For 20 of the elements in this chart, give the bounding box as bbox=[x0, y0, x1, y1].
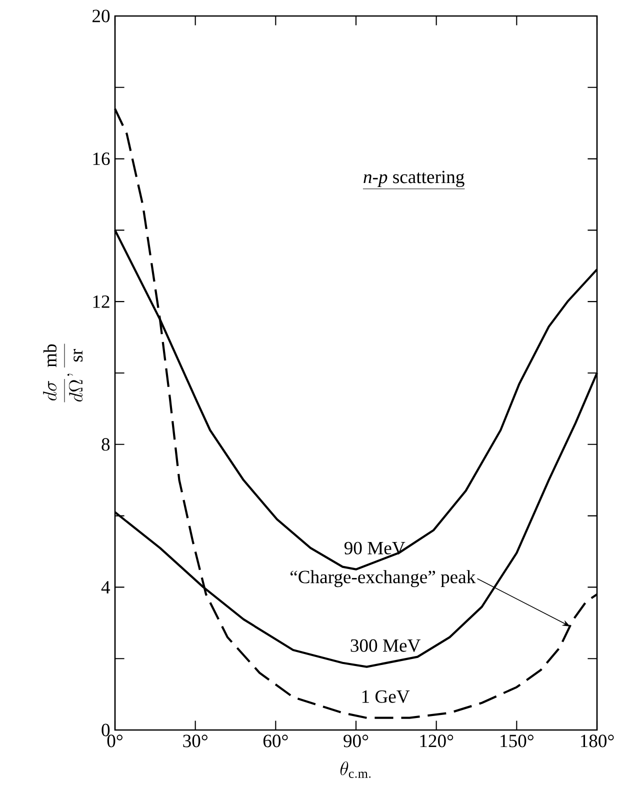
y-tick-label: 8 bbox=[102, 438, 110, 451]
series-label: 300 MeV bbox=[350, 639, 420, 652]
y-tick-label: 4 bbox=[101, 581, 110, 594]
series-label: 90 MeV bbox=[344, 542, 406, 554]
x-tick-label: 90° bbox=[344, 734, 368, 748]
y-tick-label: 0 bbox=[102, 724, 110, 736]
y-tick-label: 20 bbox=[92, 10, 110, 22]
x-tick-label: 150° bbox=[500, 734, 534, 748]
x-axis-title: $\theta_{\mathrm{c.m.}}$ bbox=[340, 762, 371, 778]
x-tick-label: 180° bbox=[580, 734, 614, 748]
x-tick-label: 120° bbox=[420, 734, 454, 748]
text: n-p scattering bbox=[364, 170, 464, 188]
annotation: “Charge-exchange” peak bbox=[290, 570, 476, 588]
y-tick-label: 16 bbox=[93, 152, 110, 166]
series-label: 1 GeV bbox=[362, 690, 410, 703]
x-tick-label: 0° bbox=[107, 734, 122, 748]
y-tick-label: 12 bbox=[93, 295, 110, 308]
x-tick-label: 60° bbox=[263, 734, 288, 748]
y-axis-title: $\frac{d\sigma}{d\Omega}, \frac{\mathrm{mb}}{\mathrm{sr}}$ bbox=[43, 344, 83, 402]
x-tick-label: 30° bbox=[183, 734, 208, 748]
